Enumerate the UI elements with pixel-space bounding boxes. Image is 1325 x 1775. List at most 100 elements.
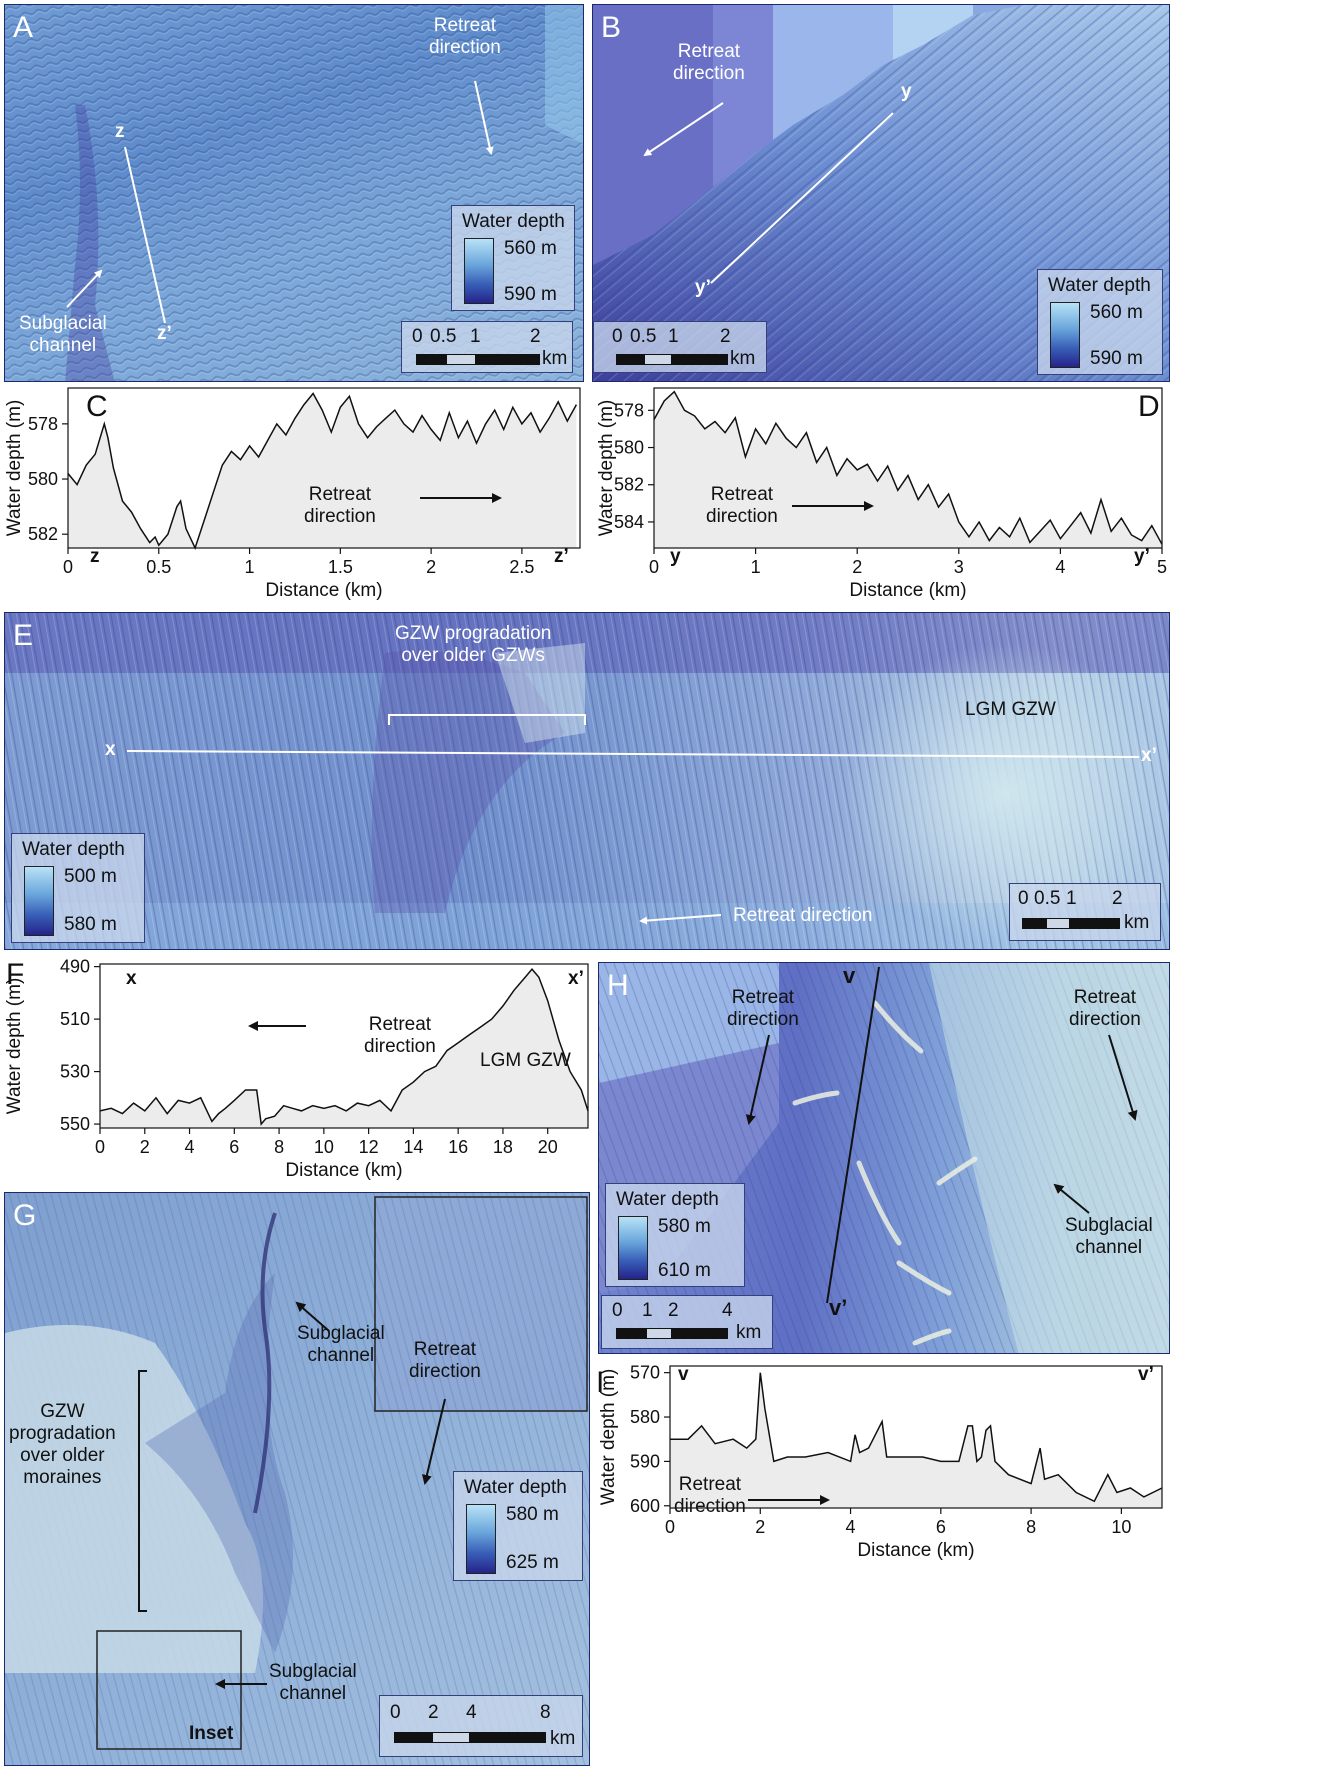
profile-start-label-d: y xyxy=(670,546,681,567)
profile-line-x xyxy=(126,750,1140,758)
y-tick-label-f: 530 xyxy=(60,1062,90,1082)
panel-f-profile: 0 2 4 6 8 10 12 14 16 18 20 490 510 530 550 Distance (k… xyxy=(0,954,596,1186)
y-axis-label-c: Water depth (m) xyxy=(4,400,25,537)
panel-h-map: H Retreat direction Retreat direction v v’… xyxy=(598,962,1170,1354)
panel-i-letter: I xyxy=(596,1366,605,1399)
lgm-gzw-label-f: LGM GZW xyxy=(480,1050,571,1071)
channel-arrow-g1 xyxy=(295,1301,330,1332)
water-depth-legend-b: Water depth 560 m 590 m xyxy=(1037,269,1163,375)
x-tick-label-f: 14 xyxy=(403,1137,423,1157)
y-axis-label-i: Water depth (m) xyxy=(598,1369,619,1506)
panel-c-profile: 0 0.5 1 1.5 2 2.5 578 580 582 Distance (km) Water … xyxy=(0,386,590,614)
profile-end-z: z’ xyxy=(157,323,172,344)
x-tick-label-f: 18 xyxy=(493,1137,513,1157)
retreat-arrow-e xyxy=(639,914,722,925)
panel-g-map: G GZW progradation over older moraines Subg… xyxy=(4,1192,590,1766)
x-tick-label-c: 0 xyxy=(63,557,73,577)
profile-end-label-d: y’ xyxy=(1134,546,1150,567)
x-tick-label-i: 10 xyxy=(1111,1517,1131,1537)
y-axis-label-f: Water depth (m) xyxy=(4,978,25,1115)
x-tick-label-d: 4 xyxy=(1055,557,1065,577)
x-tick-label-i: 0 xyxy=(665,1517,675,1537)
retreat-direction-label-h1: Retreat direction xyxy=(727,987,799,1030)
x-axis-label-d: Distance (km) xyxy=(849,580,966,601)
x-tick-label-i: 4 xyxy=(846,1517,856,1537)
x-tick-label-f: 12 xyxy=(359,1137,379,1157)
panel-d-profile: 0 1 2 3 4 5 578 580 582 584 Distance (km) Water dep… xyxy=(592,386,1325,614)
retreat-direction-label-c: Retreat direction xyxy=(304,484,376,527)
retreat-arrow-a xyxy=(474,80,494,155)
profile-chart-i: 0 2 4 6 8 10 570 580 590 600 Distance (km) Water de… xyxy=(598,1363,1163,1561)
panel-e-letter: E xyxy=(13,619,34,652)
y-tick-label-d: 582 xyxy=(614,475,644,495)
profile-end-v: v’ xyxy=(829,1295,848,1320)
panel-h-terrain xyxy=(599,963,1169,1353)
gzw-bracket-e xyxy=(388,714,586,725)
retreat-arrow-h1 xyxy=(745,1034,770,1125)
profile-chart-d: 0 1 2 3 4 5 578 580 582 584 Distance (km) Water dep… xyxy=(596,387,1167,601)
water-depth-legend-g: Water depth 580 m 625 m xyxy=(453,1471,583,1581)
x-tick-label-f: 8 xyxy=(274,1137,284,1157)
profile-end-label-c: z’ xyxy=(554,546,569,567)
x-tick-label-f: 16 xyxy=(448,1137,468,1157)
x-tick-label-c: 2.5 xyxy=(509,557,534,577)
profile-area-f xyxy=(100,969,588,1128)
panel-b-map: B Retreat direction y y’ Water depth 560 … xyxy=(592,4,1170,382)
profile-area-c xyxy=(68,393,577,548)
y-tick-label-i: 580 xyxy=(630,1407,660,1427)
x-tick-label-d: 3 xyxy=(954,557,964,577)
inset-outline-box-g xyxy=(96,1630,242,1750)
gzw-bracket-g xyxy=(138,1370,147,1612)
panel-g-terrain xyxy=(5,1193,589,1765)
profile-line-i xyxy=(670,1372,1163,1503)
profile-line-z xyxy=(124,146,166,324)
depth-colorbar-g xyxy=(466,1504,496,1574)
retreat-direction-label-e: Retreat direction xyxy=(733,905,873,926)
y-tick-label-f: 550 xyxy=(60,1114,90,1134)
profile-end-label-f: x’ xyxy=(568,968,584,989)
scale-bar-a: 0 0.5 1 2 km xyxy=(401,321,573,373)
depth-colorbar-h xyxy=(618,1216,648,1280)
profile-end-label-i: v’ xyxy=(1138,1364,1154,1385)
plot-frame-c xyxy=(67,387,581,549)
y-tick-label-f: 490 xyxy=(60,957,90,977)
scale-bar-h: 0 1 2 4 km xyxy=(601,1295,773,1349)
retreat-direction-label-g: Retreat direction xyxy=(409,1339,481,1382)
retreat-direction-label-d: Retreat direction xyxy=(706,484,778,527)
x-axis-label-i: Distance (km) xyxy=(857,1540,974,1561)
x-tick-label-c: 0.5 xyxy=(146,557,171,577)
panel-e-terrain xyxy=(5,613,1169,949)
subglacial-channel-label-h: Subglacial channel xyxy=(1065,1215,1153,1258)
profile-start-label-f: x xyxy=(126,968,137,989)
gzw-progradation-label-g: GZW progradation over older moraines xyxy=(9,1401,116,1488)
x-tick-label-d: 2 xyxy=(852,557,862,577)
retreat-direction-label-b: Retreat direction xyxy=(673,41,745,84)
panel-c-letter: C xyxy=(86,390,108,423)
retreat-direction-label-a: Retreat direction xyxy=(429,15,501,58)
x-tick-label-f: 10 xyxy=(314,1137,334,1157)
retreat-direction-label-f: Retreat direction xyxy=(364,1014,436,1057)
water-depth-legend-e: Water depth 500 m 580 m xyxy=(11,833,145,943)
gzw-progradation-label-e: GZW progradation over older GZWs xyxy=(395,623,552,666)
profile-line-d xyxy=(653,390,1163,545)
profile-chart-c: 0 0.5 1 1.5 2 2.5 578 580 582 Distance (km) Water … xyxy=(4,387,581,601)
plot-frame-i xyxy=(669,1365,1163,1509)
panel-i-profile: 0 2 4 6 8 10 570 580 590 600 Distance (km) Water de… xyxy=(594,1356,1325,1770)
x-tick-label-c: 2 xyxy=(426,557,436,577)
panel-g-letter: G xyxy=(13,1199,37,1232)
retreat-direction-label-h2: Retreat direction xyxy=(1069,987,1141,1030)
profile-area-i xyxy=(670,1372,1162,1508)
x-tick-label-c: 1 xyxy=(245,557,255,577)
panel-a-map: A Retreat direction z z’ Subglacial channe… xyxy=(4,4,584,382)
x-tick-label-f: 2 xyxy=(140,1137,150,1157)
lgm-gzw-label-e: LGM GZW xyxy=(965,699,1056,720)
retreat-arrow-h2 xyxy=(1108,1034,1138,1121)
subglacial-channel-label-g1: Subglacial channel xyxy=(297,1323,385,1366)
profile-start-label-i: v xyxy=(678,1364,689,1385)
scale-bar-g: 0 2 4 8 km xyxy=(379,1695,583,1757)
panel-e-map: E GZW progradation over older GZWs LGM GZ… xyxy=(4,612,1170,950)
y-tick-label-i: 590 xyxy=(630,1451,660,1471)
y-tick-label-d: 580 xyxy=(614,438,644,458)
depth-colorbar-b xyxy=(1050,302,1080,368)
retreat-arrow-b xyxy=(643,102,724,157)
